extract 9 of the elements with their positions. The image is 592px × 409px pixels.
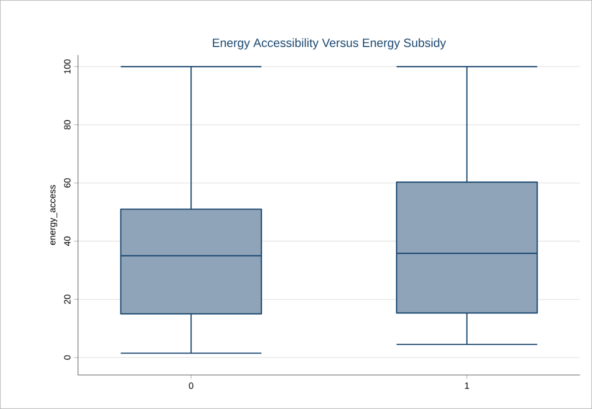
chart-title: Energy Accessibility Versus Energy Subsidy — [212, 38, 446, 50]
x-tick-label: 1 — [465, 382, 469, 389]
y-tick-label: 100 — [64, 59, 70, 74]
y-tick-label: 60 — [64, 178, 70, 188]
y-tick-label: 20 — [64, 294, 70, 304]
y-tick-label: 80 — [64, 120, 70, 130]
y-tick-label: 0 — [64, 355, 70, 360]
y-tick-label: 40 — [64, 236, 70, 246]
y-axis-title: energy_access — [50, 185, 58, 245]
